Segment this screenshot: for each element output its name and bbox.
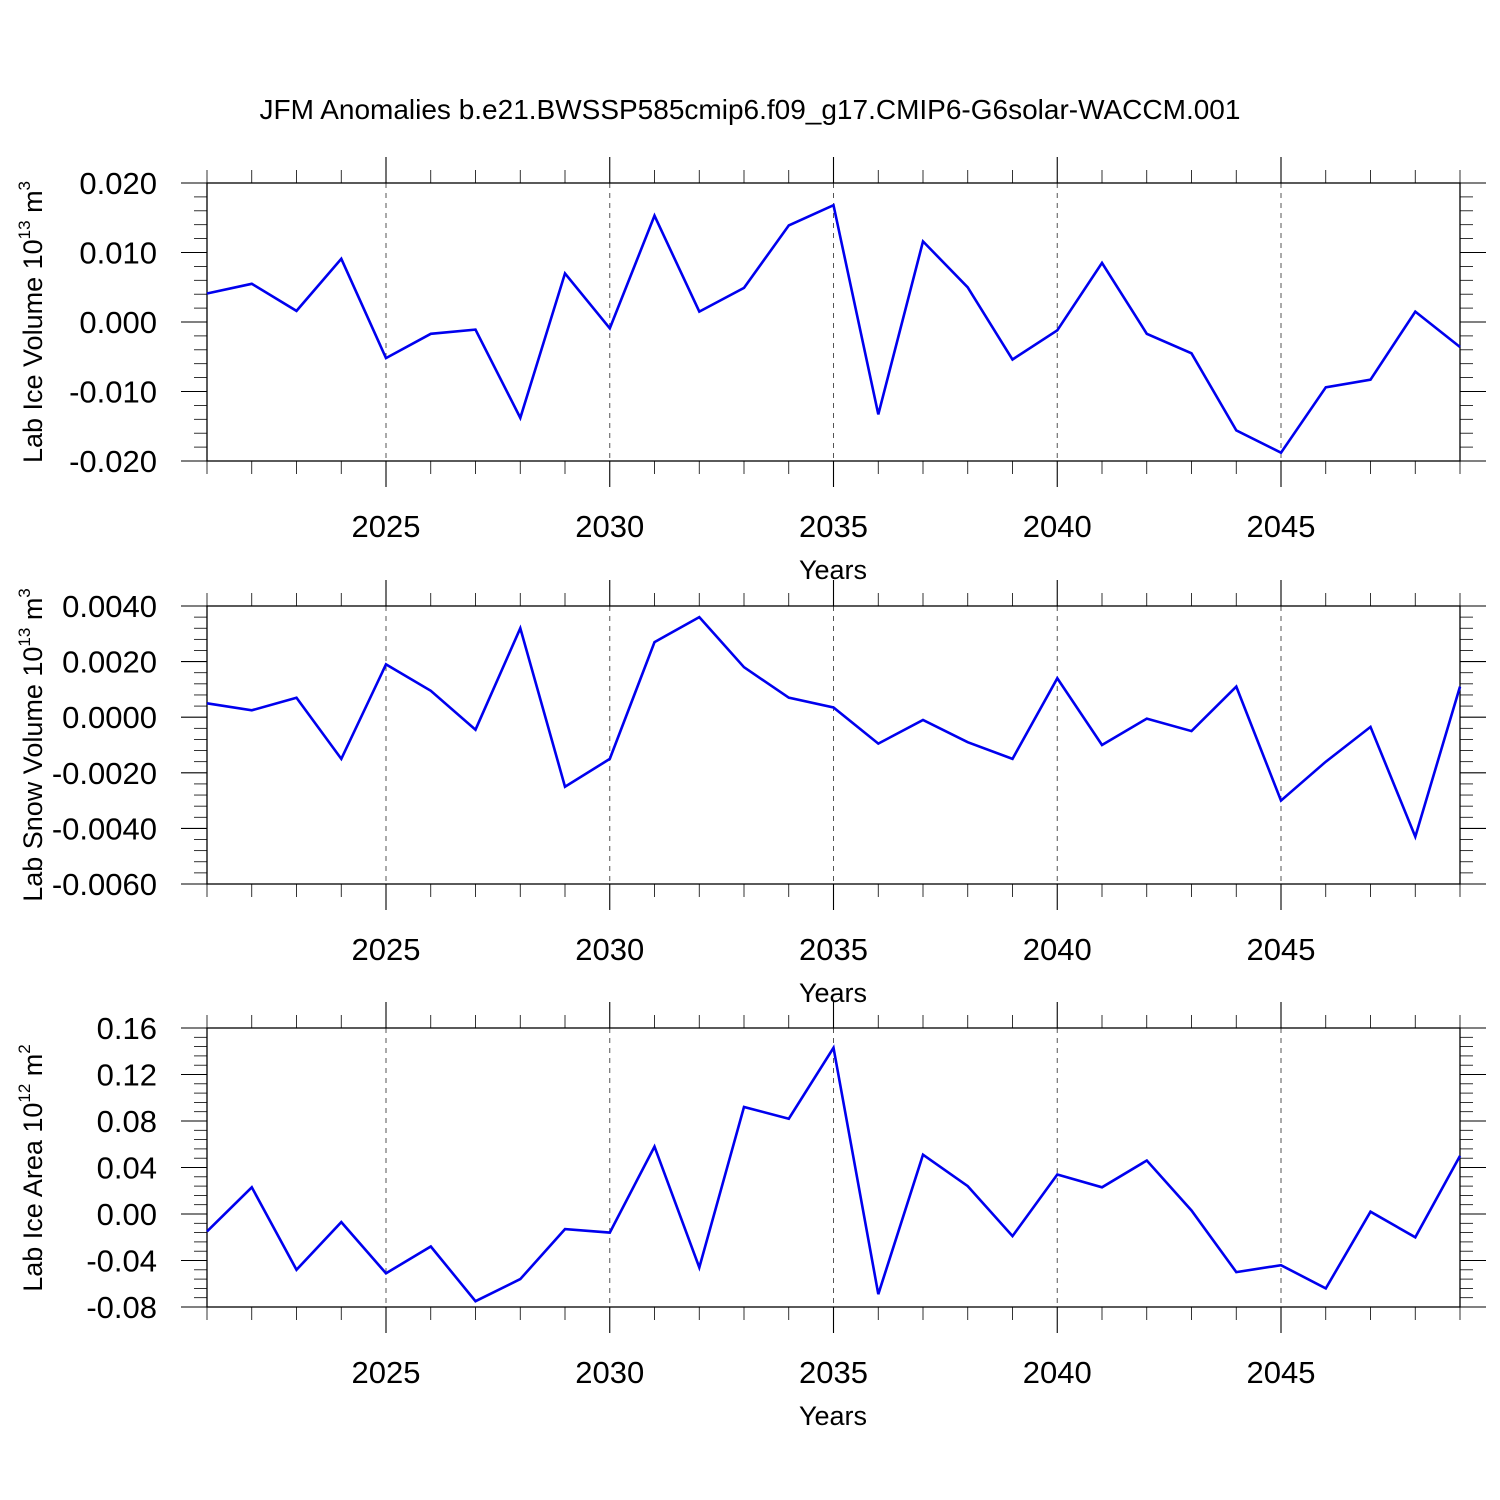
y-axis-label-unit: m — [18, 1054, 48, 1084]
x-tick-label: 2025 — [352, 1355, 421, 1390]
y-axis-label-unit: m — [18, 190, 48, 220]
y-axis-label-exponent: 12 — [15, 1084, 34, 1103]
panel-3: 0.16 0.12 0.08 0.04 0.00 -0.04 -0.08 2025 2030 20… — [15, 1002, 1486, 1431]
y-axis-label-exponent: 13 — [15, 628, 34, 647]
y-tick-label: 0.08 — [97, 1104, 157, 1139]
y-tick-label: 0.04 — [97, 1151, 157, 1186]
x-tick-label: 2025 — [352, 932, 421, 967]
y-tick-label: 0.0040 — [62, 589, 157, 624]
y-axis-label: Lab Snow Volume 1013 m3 — [15, 588, 48, 902]
y-axis-label: Lab Ice Area 1012 m2 — [15, 1044, 48, 1292]
x-tick-label: 2030 — [575, 1355, 644, 1390]
x-tick-label: 2040 — [1023, 1355, 1092, 1390]
y-tick-label: -0.04 — [86, 1244, 157, 1279]
y-axis-label-text: Lab Ice Volume 10 — [18, 239, 48, 463]
chart-title: JFM Anomalies b.e21.BWSSP585cmip6.f09_g1… — [260, 94, 1241, 125]
y-tick-label: 0.010 — [79, 236, 157, 271]
panels: 0.020 0.010 0.000 -0.010 -0.020 2025 2030 2035 2… — [15, 157, 1486, 1431]
panel-1: 0.020 0.010 0.000 -0.010 -0.020 2025 2030 2035 2… — [15, 157, 1486, 585]
y-axis-label-exponent: 13 — [15, 220, 34, 239]
y-axis-label-text: Lab Ice Area 10 — [18, 1103, 48, 1292]
x-tick-label: 2045 — [1247, 509, 1316, 544]
x-tick-label: 2035 — [799, 932, 868, 967]
x-tick-label: 2045 — [1247, 932, 1316, 967]
x-tick-label: 2030 — [575, 509, 644, 544]
x-tick-label: 2025 — [352, 509, 421, 544]
y-axis-label-unit: m — [18, 598, 48, 628]
series-line — [206, 1044, 1462, 1303]
x-tick-label: 2040 — [1023, 509, 1092, 544]
y-tick-label: 0.0000 — [62, 700, 157, 735]
y-tick-label: -0.0020 — [52, 756, 157, 791]
y-tick-label: -0.020 — [69, 444, 157, 479]
y-tick-label: 0.16 — [97, 1011, 157, 1046]
y-axis-label-text: Lab Snow Volume 10 — [18, 647, 48, 902]
y-axis-label-unit-exponent: 2 — [15, 1044, 34, 1053]
series-line — [206, 615, 1462, 841]
x-tick-label: 2030 — [575, 932, 644, 967]
x-tick-label: 2035 — [799, 509, 868, 544]
y-tick-label: 0.020 — [79, 166, 157, 201]
y-tick-label: 0.00 — [97, 1197, 157, 1232]
y-axis-label-unit-exponent: 3 — [15, 181, 34, 190]
y-axis-label-unit-exponent: 3 — [15, 588, 34, 597]
y-tick-label: 0.12 — [97, 1058, 157, 1093]
y-tick-label: -0.0040 — [52, 811, 157, 846]
series-line — [206, 203, 1461, 455]
x-tick-label: 2035 — [799, 1355, 868, 1390]
y-tick-label: -0.0060 — [52, 867, 157, 902]
y-tick-label: -0.010 — [69, 375, 157, 410]
panel-2: 0.0040 0.0020 0.0000 -0.0020 -0.0040 -0.0060 2… — [15, 580, 1486, 1008]
y-axis-label: Lab Ice Volume 1013 m3 — [15, 181, 48, 463]
x-tick-label: 2045 — [1247, 1355, 1316, 1390]
x-axis-label: Years — [799, 1401, 867, 1431]
y-tick-label: -0.08 — [86, 1290, 157, 1325]
y-tick-label: 0.000 — [79, 305, 157, 340]
y-tick-label: 0.0020 — [62, 645, 157, 680]
x-tick-label: 2040 — [1023, 932, 1092, 967]
